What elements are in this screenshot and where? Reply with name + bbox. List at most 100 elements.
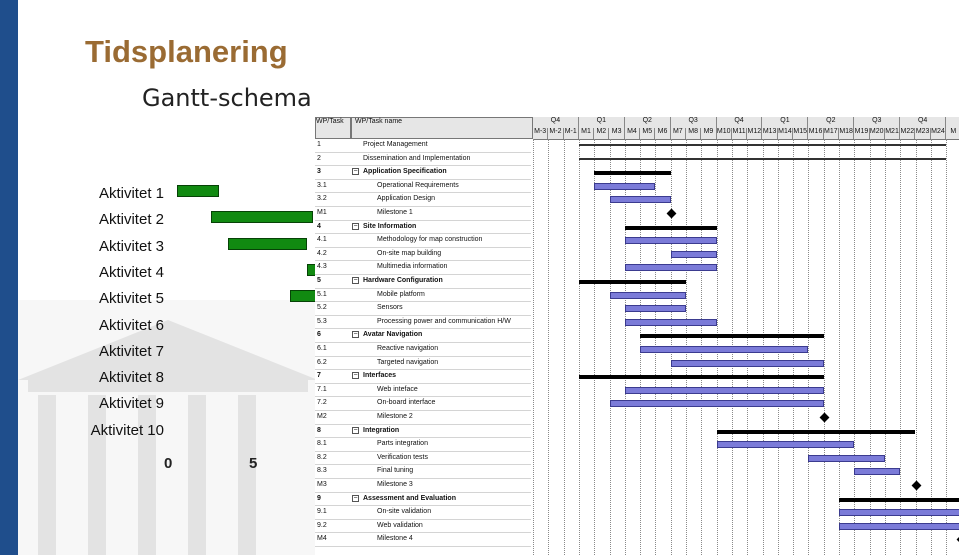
task-bar[interactable] <box>624 318 717 326</box>
task-name: On-board interface <box>377 399 436 407</box>
milestone-marker[interactable] <box>666 208 677 219</box>
task-row[interactable]: 5.2 Sensors <box>315 302 531 316</box>
month-header: M6 <box>655 128 671 139</box>
task-bar[interactable] <box>609 291 686 299</box>
task-bar[interactable] <box>609 196 671 204</box>
task-bar[interactable] <box>624 237 717 245</box>
summary-bar[interactable] <box>839 497 959 502</box>
task-row[interactable]: 8.1 Parts integration <box>315 438 531 452</box>
task-id: 3.1 <box>317 181 327 189</box>
summary-bar[interactable] <box>594 171 671 176</box>
task-bar[interactable] <box>624 386 824 394</box>
month-header: M11 <box>732 128 748 139</box>
task-row[interactable]: 8 − Integration <box>315 425 531 439</box>
task-row[interactable]: 5.1 Mobile platform <box>315 289 531 303</box>
task-bar[interactable] <box>624 305 686 313</box>
month-header: M5 <box>640 128 656 139</box>
duration-line[interactable] <box>578 157 947 160</box>
task-bar[interactable] <box>670 250 717 258</box>
month-header: M15 <box>793 128 809 139</box>
quarter-header: Q4 <box>533 117 579 128</box>
task-name: Milestone 1 <box>377 209 413 216</box>
task-bar[interactable] <box>624 264 717 272</box>
col-header-id[interactable]: WP/Task <box>315 117 351 139</box>
task-name: Dissemination and Implementation <box>363 154 471 162</box>
collapse-icon[interactable]: − <box>352 426 359 434</box>
collapse-icon[interactable]: − <box>352 277 359 284</box>
month-gridline <box>900 139 902 555</box>
milestone-marker[interactable] <box>819 412 830 423</box>
task-row[interactable]: 9 − Assessment and Evaluation <box>315 493 531 507</box>
task-row[interactable]: 3.1 Operational Requirements <box>315 180 531 194</box>
task-bar[interactable] <box>854 468 901 476</box>
task-id: 7.1 <box>317 385 327 393</box>
task-row[interactable]: 7.2 On-board interface <box>315 397 531 411</box>
task-row[interactable]: M1 Milestone 1 <box>315 207 531 221</box>
collapse-icon[interactable]: − <box>352 372 359 380</box>
task-row[interactable]: 4.1 Methodology for map construction <box>315 234 531 248</box>
task-row[interactable]: M4 Milestone 4 <box>315 533 531 547</box>
task-row[interactable]: 8.2 Verification tests <box>315 452 531 466</box>
summary-bar[interactable] <box>640 334 824 339</box>
collapse-icon[interactable]: − <box>352 331 359 339</box>
summary-bar[interactable] <box>578 280 686 284</box>
task-row[interactable]: 7.1 Web inteface <box>315 384 531 398</box>
milestone-marker[interactable] <box>911 480 921 491</box>
task-row[interactable]: M2 Milestone 2 <box>315 411 531 425</box>
month-header: M18 <box>839 128 855 139</box>
task-bar[interactable] <box>670 359 824 367</box>
quarter-header: Q4 <box>900 117 947 128</box>
task-row[interactable]: 3 − Application Specification <box>315 166 531 180</box>
task-row[interactable]: 9.1 On-site validation <box>315 506 531 520</box>
collapse-icon[interactable]: − <box>352 168 359 176</box>
month-header: M <box>946 128 959 139</box>
task-bar[interactable] <box>594 182 656 190</box>
month-gridline <box>563 139 565 555</box>
quarter-header: Q2 <box>808 117 855 128</box>
summary-bar[interactable] <box>716 429 916 434</box>
task-bar[interactable] <box>839 522 959 530</box>
background-building-image <box>18 300 318 555</box>
task-row[interactable]: 8.3 Final tuning <box>315 465 531 479</box>
task-id: M3 <box>317 481 327 488</box>
col-header-name[interactable]: WP/Task name <box>351 117 533 139</box>
task-row[interactable]: 4.3 Multimedia information <box>315 261 531 275</box>
task-row[interactable]: 6 − Avatar Navigation <box>315 329 531 343</box>
task-bar[interactable] <box>839 509 959 517</box>
summary-bar[interactable] <box>624 225 717 230</box>
activity-label: Aktivitet 7 <box>98 342 164 360</box>
month-header: M12 <box>747 128 763 139</box>
task-row[interactable]: 2 Dissemination and Implementation <box>315 153 531 167</box>
task-id: 5.2 <box>317 304 327 312</box>
duration-line[interactable] <box>578 144 947 146</box>
collapse-icon[interactable]: − <box>352 494 359 502</box>
activity-label: Aktivitet 4 <box>98 263 164 281</box>
task-bar[interactable] <box>609 400 824 408</box>
task-row[interactable]: 9.2 Web validation <box>315 520 531 534</box>
task-row[interactable]: 4.2 On-site map building <box>315 248 531 262</box>
task-id: 6.1 <box>317 345 327 352</box>
task-row[interactable]: M3 Milestone 3 <box>315 479 531 493</box>
task-name: Multimedia information <box>377 263 448 271</box>
month-header: M2 <box>594 128 610 139</box>
task-row[interactable]: 3.2 Application Design <box>315 193 531 207</box>
task-row[interactable]: 1 Project Management <box>315 139 531 153</box>
task-row[interactable]: 6.1 Reactive navigation <box>315 343 531 357</box>
task-bar[interactable] <box>640 346 809 353</box>
task-bar[interactable] <box>716 441 855 449</box>
task-id: 6 <box>317 331 321 339</box>
task-row[interactable]: 7 − Interfaces <box>315 370 531 384</box>
task-bar[interactable] <box>808 454 885 462</box>
summary-bar[interactable] <box>578 375 824 380</box>
task-row[interactable]: 6.2 Targeted navigation <box>315 357 531 371</box>
task-row[interactable]: 5 − Hardware Configuration <box>315 275 531 289</box>
month-gridline <box>533 139 534 555</box>
collapse-icon[interactable]: − <box>352 222 359 230</box>
task-row[interactable]: 5.3 Processing power and communication H/… <box>315 316 531 330</box>
month-header: M-1 <box>564 128 579 139</box>
month-header: M19 <box>854 128 870 139</box>
task-row[interactable]: 4 − Site Information <box>315 221 531 235</box>
quarter-header: Q1 <box>579 117 625 128</box>
simple-gantt-chart: Aktivitet 1 Aktivitet 2 Aktivitet 3 Aktivit… <box>82 175 322 485</box>
task-id: 8.3 <box>317 467 327 475</box>
